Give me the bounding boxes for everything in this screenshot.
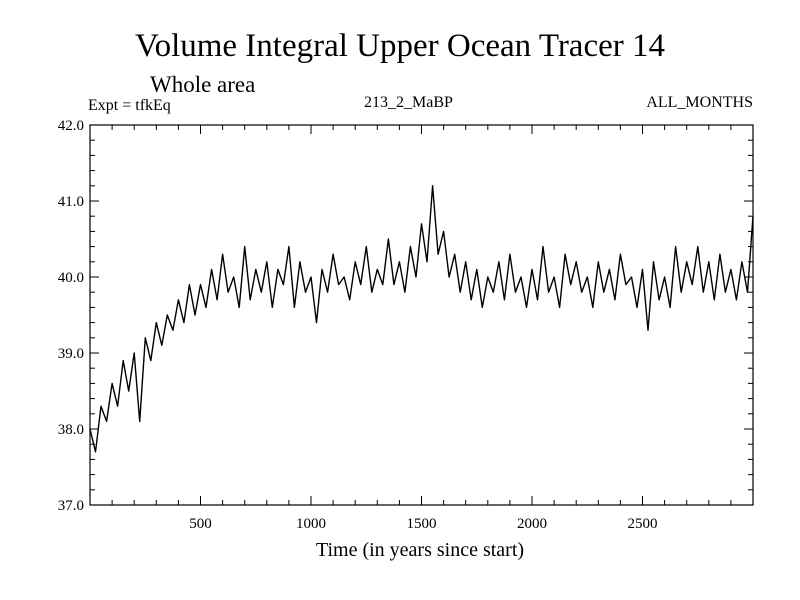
months-label: ALL_MONTHS	[646, 94, 753, 111]
y-tick-label: 41.0	[58, 194, 84, 210]
run-label: 213_2_MaBP	[364, 94, 453, 111]
y-tick-label: 39.0	[58, 346, 84, 362]
tick-layer: 500 1000 1500 2000 2500 37.0 38.0 39.0 40.0 41.0 4…	[58, 118, 753, 532]
plot-frame	[89, 124, 754, 506]
y-tick-label: 37.0	[58, 498, 84, 514]
x-tick-label: 2500	[628, 516, 658, 532]
x-axis-label: Time (in years since start)	[315, 539, 525, 561]
experiment-label: Expt = tfkEq	[88, 97, 171, 114]
x-tick-label: 1000	[296, 516, 326, 532]
y-tick-label: 38.0	[58, 422, 84, 438]
series-line-0	[89, 185, 754, 453]
x-tick-label: 2000	[517, 516, 547, 532]
y-tick-label: 42.0	[58, 118, 84, 134]
chart-title: Volume Integral Upper Ocean Tracer 14	[135, 28, 665, 64]
x-tick-label: 500	[189, 516, 212, 532]
y-tick-label: 40.0	[58, 270, 84, 286]
chart-subtitle: Whole area	[150, 72, 256, 97]
x-tick-label: 1500	[407, 516, 437, 532]
series-layer	[89, 185, 754, 453]
